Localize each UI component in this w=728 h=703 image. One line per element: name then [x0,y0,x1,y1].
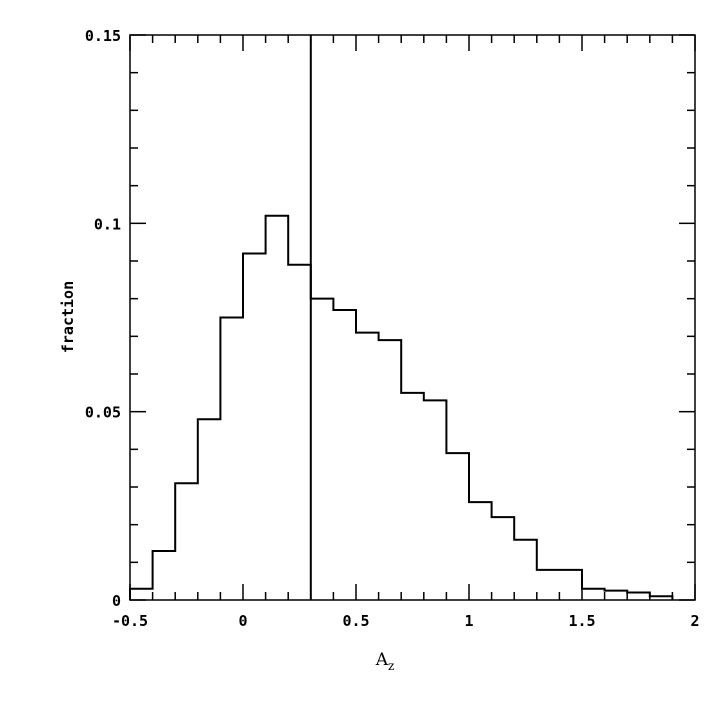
plot-frame [129,34,696,601]
x-tick-label: 1 [464,612,473,630]
x-tick-label: 1.5 [568,612,595,630]
x-tick-labels: -0.5 0 0.5 1 1.5 2 [112,612,700,630]
x-tick-label: 0.5 [342,612,369,630]
x-tick-label: 2 [690,612,699,630]
y-tick-label: 0.15 [85,27,121,45]
histogram-step-line [129,214,674,600]
y-tick-label: 0 [112,592,121,610]
axis-ticks [129,34,696,601]
y-tick-label: 0.05 [85,404,121,422]
x-axis-title-subscript: z [388,659,394,673]
x-tick-label: 0 [238,612,247,630]
y-tick-labels: 0 0.05 0.1 0.15 [85,27,121,610]
y-axis-title: fraction [59,281,77,353]
y-tick-label: 0.1 [94,215,121,233]
x-tick-label: -0.5 [112,612,148,630]
x-axis-title: Az [375,650,395,673]
x-axis-title-main: A [375,650,389,670]
